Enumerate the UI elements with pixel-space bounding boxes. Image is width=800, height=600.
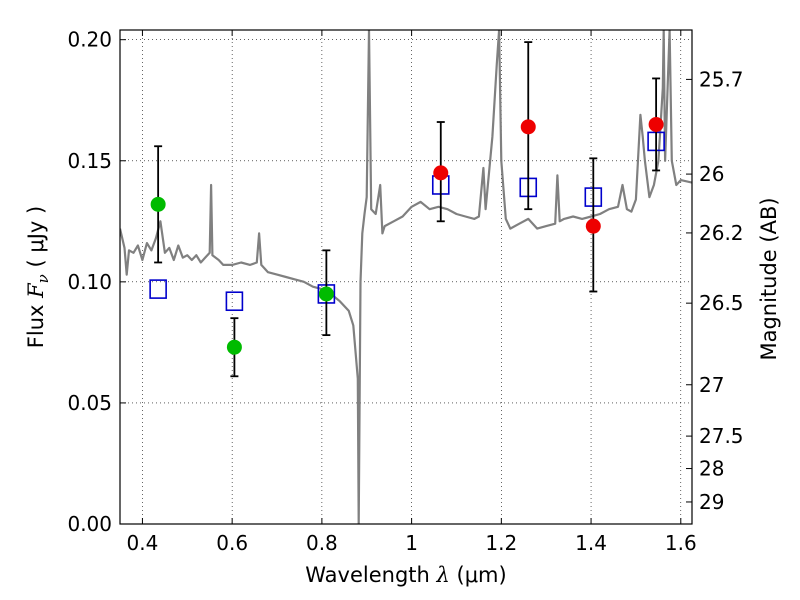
- y-tick-label: 0.15: [67, 149, 112, 173]
- y-tick-label: 0.20: [67, 28, 112, 52]
- right-tick-label: 25.7: [699, 67, 744, 91]
- model-photometry-square: [225, 291, 244, 312]
- right-axis-label: Magnitude (AB): [757, 197, 781, 360]
- y-axis-label: Flux Fν ( μJy ): [24, 206, 52, 348]
- right-tick-label: 27: [699, 373, 724, 397]
- x-axis-label: Wavelength λ (μm): [305, 563, 506, 587]
- right-tick-label: 26.2: [699, 221, 744, 245]
- x-axis-label-prefix: Wavelength: [305, 563, 436, 587]
- axis-ticks: 0.4 0.6 0.8 1 1.2 1.4 1.6 0.00 0.05 0.10 0.15 0.20 2…: [67, 28, 743, 555]
- x-tick-label: 1: [405, 531, 418, 555]
- plot-area: [120, 30, 692, 524]
- y-axis-label-symbol: F: [24, 282, 48, 299]
- right-tick-label: 26.5: [699, 291, 744, 315]
- y-tick-label: 0.00: [67, 512, 112, 536]
- x-tick-label: 0.6: [216, 531, 248, 555]
- grid: [120, 30, 692, 525]
- x-axis-label-unit: (μm): [450, 563, 507, 587]
- x-tick-label: 0.8: [306, 531, 338, 555]
- x-axis-label-symbol: λ: [436, 563, 450, 587]
- plot-frame: [119, 29, 693, 525]
- x-tick-label: 0.4: [127, 531, 159, 555]
- x-tick-label: 1.2: [485, 531, 517, 555]
- observed-point: [520, 119, 536, 135]
- y-axis-label-prefix: Flux: [24, 298, 48, 348]
- right-tick-label: 26: [699, 162, 724, 186]
- y-tick-label: 0.05: [67, 391, 112, 415]
- observed-point: [318, 286, 334, 302]
- right-tick-label: 27.5: [699, 424, 744, 448]
- observed-point: [585, 218, 601, 234]
- spectrum-line: [120, 30, 692, 524]
- observed-point: [433, 165, 449, 181]
- y-axis-label-unit: ( μJy ): [24, 206, 48, 274]
- y-tick-label: 0.10: [67, 270, 112, 294]
- model-photometry-square: [149, 279, 167, 299]
- observed-point: [150, 196, 166, 212]
- y-axis-label-subscript: ν: [34, 274, 52, 283]
- x-tick-label: 1.4: [575, 531, 607, 555]
- right-tick-label: 28: [699, 457, 724, 481]
- right-tick-label: 29: [699, 490, 724, 514]
- x-tick-label: 1.6: [665, 531, 697, 555]
- observed-point: [226, 339, 242, 355]
- observed-point: [648, 116, 664, 132]
